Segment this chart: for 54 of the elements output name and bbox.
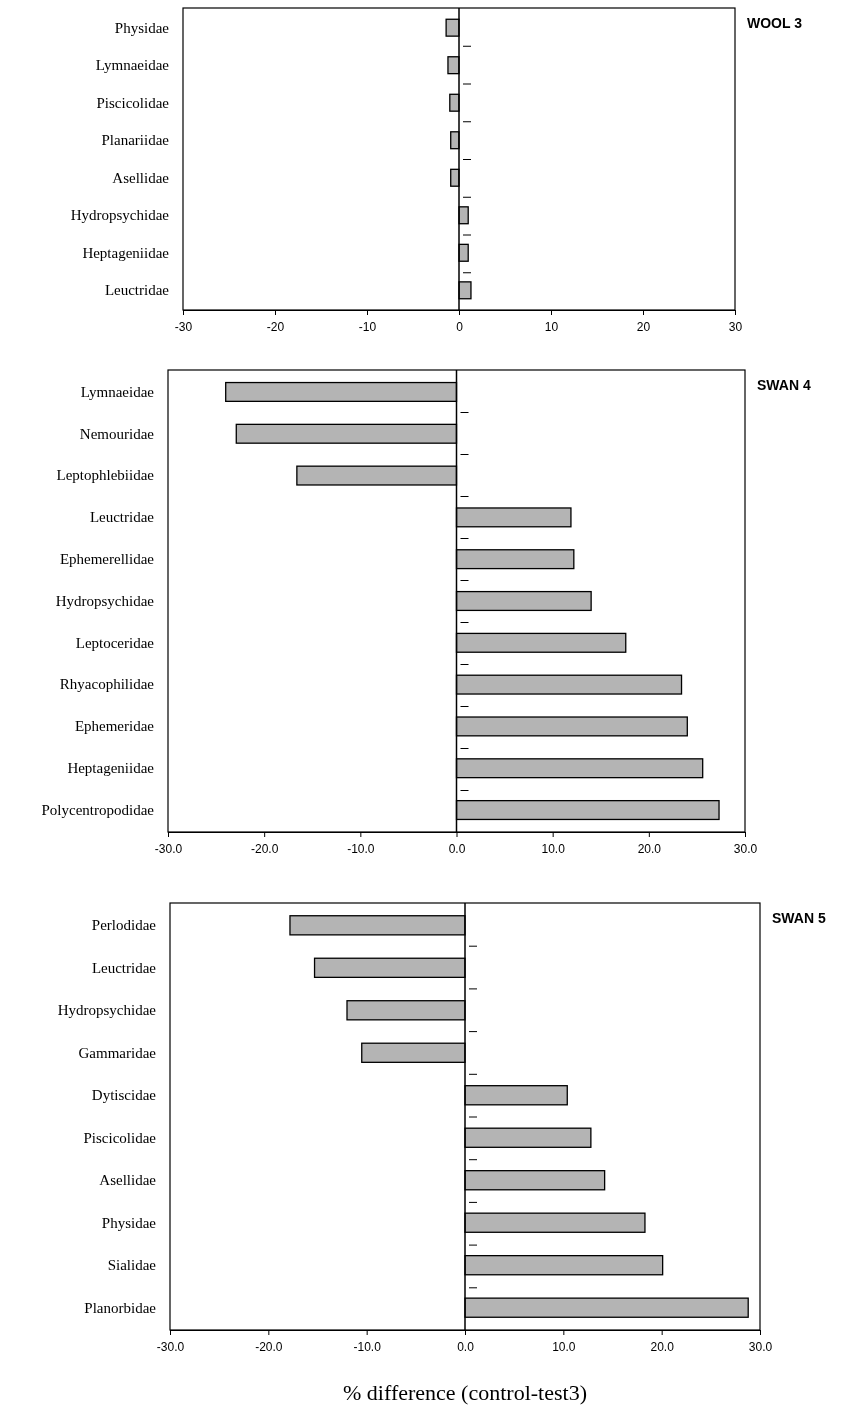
y-tick-label: Nemouridae — [79, 425, 155, 442]
x-tick-label: 30.0 — [733, 842, 758, 857]
x-tick-label: 20.0 — [637, 842, 662, 857]
y-tick-label: Physidae — [101, 1214, 157, 1231]
x-tick-label: 30 — [728, 320, 743, 335]
y-tick-label: Ephemeridae — [74, 718, 155, 735]
x-tick-label: -30.0 — [156, 1340, 185, 1355]
x-tick-label: -10.0 — [347, 842, 375, 857]
y-tick-label: Hydropsychidae — [70, 207, 170, 224]
x-tick-label: -30.0 — [154, 842, 183, 857]
y-tick-label: Leptoceridae — [75, 634, 155, 651]
y-tick-label: Sialidae — [107, 1257, 157, 1274]
y-tick-label: Ephemerellidae — [59, 550, 155, 567]
y-tick-label: Piscicolidae — [83, 1129, 157, 1146]
y-tick-label: Lymnaeidae — [95, 57, 170, 74]
x-tick-label: 0.0 — [448, 842, 466, 857]
y-tick-label: Physidae — [114, 19, 170, 36]
x-tick-label: 0 — [456, 320, 464, 335]
text: SWAN 4 — [757, 377, 811, 393]
x-tick-label: 10.0 — [552, 1340, 576, 1355]
y-tick-label: Asellidae — [112, 169, 170, 186]
y-tick-label: Perlodidae — [91, 917, 157, 934]
x-tick-label: 0.0 — [457, 1340, 475, 1355]
x-tick-label: -20.0 — [255, 1340, 283, 1355]
y-tick-label: Rhyacophilidae — [59, 676, 155, 693]
y-tick-label: Planariidae — [101, 132, 170, 149]
x-tick-label: -10 — [358, 320, 377, 335]
y-tick-label: Lymnaeidae — [80, 383, 155, 400]
y-tick-label: Piscicolidae — [96, 94, 170, 111]
y-tick-label: Leptophlebiidae — [56, 467, 155, 484]
y-tick-label: Planorbidae — [84, 1299, 157, 1316]
y-tick-label: Hydropsychidae — [57, 1002, 157, 1019]
y-tick-label: Heptageniidae — [67, 760, 155, 777]
y-tick-label: Leuctridae — [89, 509, 155, 526]
y-tick-label: Dytiscidae — [91, 1087, 157, 1104]
x-tick-label: -30 — [174, 320, 193, 335]
y-tick-label: Leuctridae — [104, 282, 170, 299]
y-tick-label: Heptageniidae — [82, 244, 170, 261]
x-axis-title: % difference (control-test3) — [343, 1380, 587, 1405]
y-tick-label: Asellidae — [99, 1172, 157, 1189]
x-tick-label: 20 — [636, 320, 651, 335]
x-tick-label: -10.0 — [353, 1340, 382, 1355]
y-tick-label: Gammaridae — [78, 1044, 157, 1061]
x-tick-label: 10 — [544, 320, 559, 335]
y-tick-label: Hydropsychidae — [55, 592, 155, 609]
y-tick-label: Polycentropodidae — [41, 801, 155, 818]
text: SWAN 5 — [772, 910, 826, 926]
y-tick-label: Leuctridae — [91, 959, 157, 976]
x-tick-label: -20 — [266, 320, 285, 335]
x-tick-label: -20.0 — [250, 842, 279, 857]
x-tick-label: 30.0 — [748, 1340, 773, 1355]
x-tick-label: 20.0 — [650, 1340, 675, 1355]
x-tick-label: 10.0 — [541, 842, 566, 857]
text: WOOL 3 — [747, 15, 803, 31]
